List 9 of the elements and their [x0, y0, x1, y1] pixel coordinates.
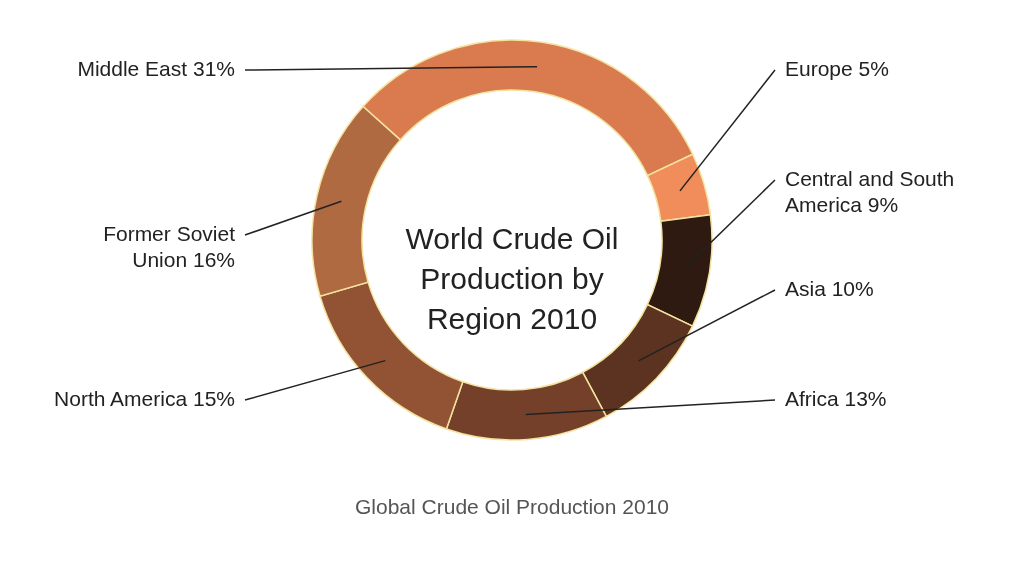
text: World Crude Oil Production by Region 2010 — [405, 222, 619, 335]
slice-label: Africa 13% — [785, 387, 887, 410]
slice-label: Europe 5% — [785, 57, 889, 80]
slice-label: Asia 10% — [785, 277, 874, 300]
slice-label: Middle East 31% — [77, 57, 235, 80]
slice-label: Former Soviet Union 16% — [103, 222, 236, 271]
slice-label: North America 15% — [54, 387, 235, 410]
slice-label: Central and South America 9% — [785, 167, 955, 216]
text: Global Crude Oil Production 2010 — [354, 495, 670, 518]
